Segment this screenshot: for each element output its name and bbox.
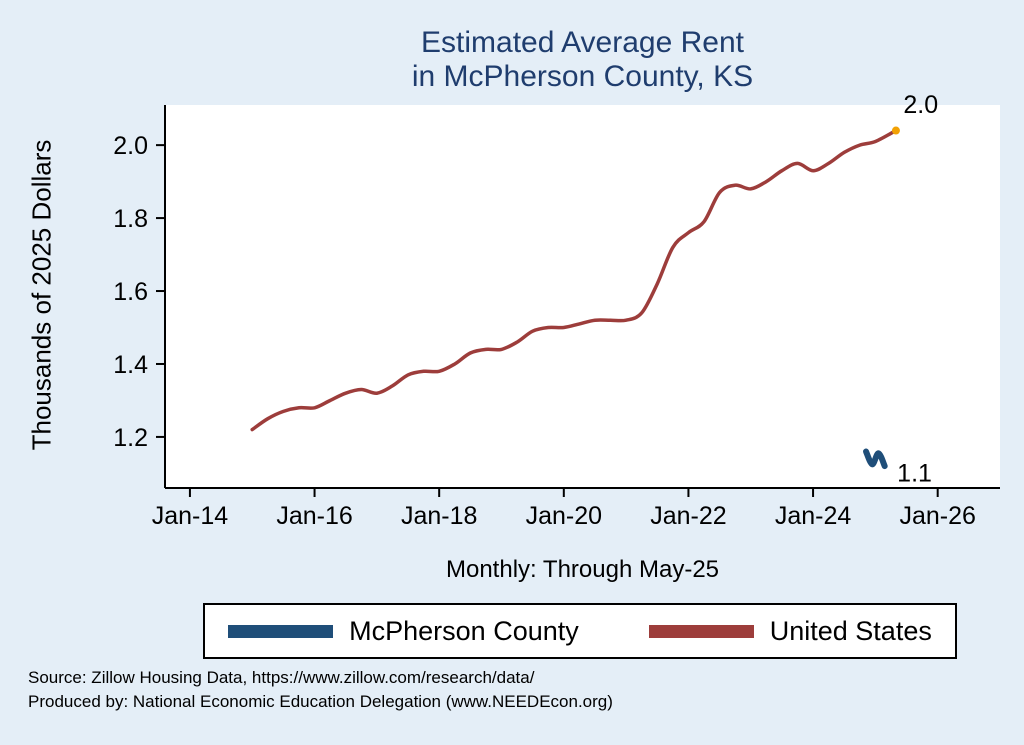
x-tick-label: Jan-26 — [899, 502, 975, 530]
y-tick-label: 1.6 — [113, 278, 148, 306]
chart-title-line2: in McPherson County, KS — [411, 60, 754, 93]
mcpherson-county-line-swatch — [228, 624, 334, 638]
x-tick-label: Jan-18 — [401, 502, 477, 530]
y-tick-label: 1.4 — [113, 351, 148, 379]
x-tick-label: Jan-16 — [276, 502, 352, 530]
end-value-label: 2.0 — [903, 95, 938, 119]
chart-title: Estimated Average Rent in McPherson Coun… — [165, 26, 1000, 94]
x-tick-label: Jan-14 — [152, 502, 229, 530]
source-line: Source: Zillow Housing Data, https://www… — [28, 668, 535, 687]
y-tick-label: 1.2 — [113, 424, 148, 452]
x-tick-label: Jan-20 — [526, 502, 602, 530]
legend-item-united-states: United States — [648, 615, 932, 647]
legend-label-united-states: United States — [769, 615, 932, 646]
x-tick-label: Jan-24 — [775, 502, 852, 530]
x-tick-label: Jan-22 — [650, 502, 726, 530]
series-line-united-states — [250, 128, 898, 432]
chart-title-line1: Estimated Average Rent — [421, 26, 744, 59]
united-states-line-swatch — [648, 624, 754, 638]
legend: McPherson County United States — [203, 603, 957, 659]
series-line-mcpherson-county — [863, 448, 888, 470]
legend-label-mcpherson-county: McPherson County — [349, 615, 579, 646]
plot-area: 1.2 1.4 1.6 1.8 2.0 Jan-14 Jan-16 Jan-18 Jan-20 J… — [113, 95, 1000, 530]
source-note: Source: Zillow Housing Data, https://www… — [28, 666, 613, 714]
plot-background — [165, 105, 1000, 488]
series-end-dot-united-states — [891, 126, 900, 135]
y-tick-label: 1.8 — [113, 205, 148, 233]
x-axis-caption: Monthly: Through May-25 — [445, 556, 720, 583]
y-tick-label: 2.0 — [113, 132, 148, 160]
legend-item-mcpherson-county: McPherson County — [228, 616, 579, 647]
end-value-label: 1.1 — [897, 459, 932, 487]
produced-by-line: Produced by: National Economic Education… — [28, 692, 613, 711]
